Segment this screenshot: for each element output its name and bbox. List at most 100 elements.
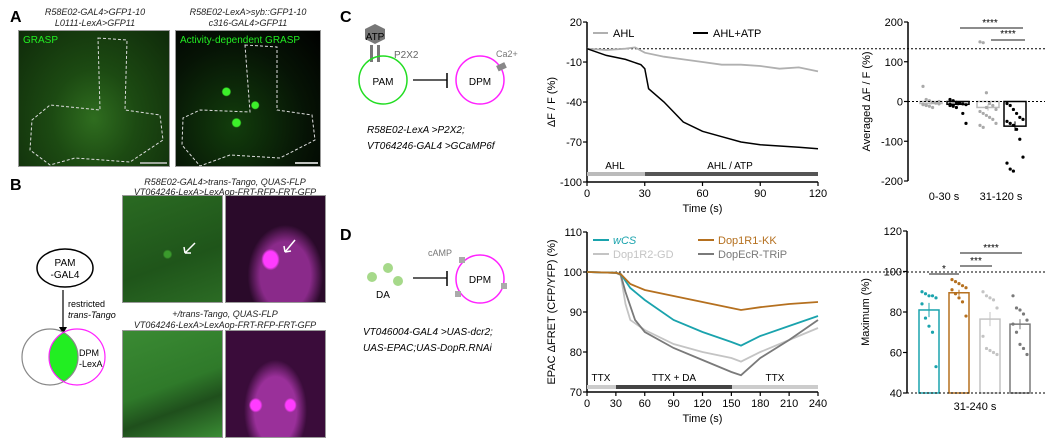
c-line-x-tick-label: 30	[639, 188, 651, 200]
d-line-y-tick-label: 90	[570, 307, 582, 319]
legend-Dop1R2-GD: Dop1R2-GD	[613, 249, 674, 261]
data-point	[981, 111, 985, 116]
c-line-x-axis-label: Time (s)	[683, 203, 723, 215]
channel-icon	[496, 62, 507, 72]
dpm-label: DPM	[79, 348, 99, 358]
data-point	[951, 103, 955, 107]
data-point	[1018, 308, 1022, 312]
d-line-x-tick-label: 0	[584, 398, 590, 410]
data-point	[988, 296, 992, 300]
arrow-icon	[183, 242, 196, 254]
data-point	[961, 111, 965, 116]
data-point	[1011, 294, 1015, 298]
d-line-y-tick-label: 70	[570, 387, 582, 399]
data-point	[961, 102, 965, 106]
data-point	[953, 280, 958, 284]
data-point	[934, 296, 938, 300]
data-point	[1015, 111, 1019, 116]
c-line-x-tick-label: 60	[696, 188, 708, 200]
d-bar-y-tick-label: 100	[884, 267, 902, 279]
data-point	[948, 97, 952, 102]
dpm-label-2: -LexA	[79, 359, 103, 369]
b-top-title-2: VT064246-LexA>LexAop-FRT-RFP-FRT-GFP	[134, 187, 316, 197]
data-point	[981, 41, 985, 45]
arrow-icon	[283, 239, 296, 253]
data-point	[978, 123, 982, 127]
data-point	[927, 324, 931, 328]
series-ahl	[586, 46, 819, 73]
venn-overlap	[49, 329, 78, 385]
data-point	[1005, 161, 1009, 165]
panel-label-a: A	[10, 9, 22, 26]
d-bar-y-axis-label: Maximum (%)	[860, 278, 872, 346]
venn-dpm-circle	[48, 328, 106, 386]
data-point	[1018, 115, 1022, 119]
data-point	[984, 113, 989, 118]
legend-ahl: AHL	[613, 28, 634, 40]
data-point	[964, 314, 968, 318]
data-point	[1014, 330, 1019, 334]
data-point	[1008, 167, 1012, 171]
panel-label-c: C	[340, 9, 352, 26]
data-point	[978, 40, 982, 44]
data-point	[964, 121, 968, 125]
data-point	[991, 103, 995, 108]
data-point	[1014, 306, 1019, 310]
data-point	[1025, 318, 1029, 322]
arrow-label-1: restricted	[68, 299, 105, 309]
receptor-icon	[501, 283, 507, 289]
legend-Dop1R1-KK: Dop1R1-KK	[718, 235, 777, 247]
bar-Dop1R1-KK	[948, 292, 970, 394]
venn-pam-circle	[21, 328, 79, 386]
series-Dop1R1-KK	[586, 271, 819, 311]
data-point	[1005, 101, 1009, 106]
d-line-x-tick-label: 120	[693, 398, 711, 410]
c-bar-y-tick-label: 0	[897, 97, 903, 109]
data-point	[984, 294, 989, 298]
data-point	[981, 290, 985, 294]
legend-DopEcR-TRiP: DopEcR-TRiP	[718, 249, 787, 261]
sig-label: *	[942, 264, 946, 275]
data-point	[924, 97, 928, 102]
micrograph-b-top-magenta	[225, 195, 326, 303]
da-dot-icon	[393, 276, 403, 286]
data-point	[984, 346, 989, 351]
d-line-x-axis-label: Time (s)	[683, 413, 723, 425]
receptor-icon	[455, 291, 461, 297]
arrow-label-2: trans-Tango	[68, 310, 116, 320]
micrograph-b-bottom-green	[122, 330, 223, 438]
d-bar-y-tick-label: 120	[884, 226, 902, 238]
data-point	[1008, 121, 1012, 125]
d-bar-y-tick-label: 80	[890, 307, 902, 319]
data-point	[994, 121, 998, 125]
arrow-head-icon	[59, 327, 67, 334]
pam-label-2: -GAL4	[51, 270, 80, 281]
data-point	[920, 302, 924, 306]
data-point	[927, 294, 931, 298]
pam-label: PAM	[55, 258, 76, 269]
data-point	[964, 103, 968, 107]
receptor-icon	[459, 257, 465, 263]
c-genotype-1: R58E02-LexA >P2X2;	[367, 125, 465, 136]
data-point	[960, 284, 965, 288]
data-point	[937, 99, 941, 104]
series-ahl-atp	[586, 47, 819, 150]
data-point	[924, 103, 928, 107]
a-right-label: Activity-dependent GRASP	[180, 35, 300, 46]
d-line-x-tick-label: 30	[610, 398, 622, 410]
c-bar-y-tick-label: 100	[885, 57, 903, 69]
data-point	[1021, 346, 1026, 351]
data-point	[1011, 322, 1015, 326]
c-bar-y-tick-label: -100	[881, 136, 903, 148]
data-point	[1008, 103, 1012, 108]
data-point	[927, 104, 932, 108]
data-point	[1015, 127, 1019, 131]
data-point	[950, 288, 954, 292]
stim-ahl-atp-label: AHL / ATP	[707, 161, 753, 172]
data-point	[994, 107, 998, 112]
micrograph-grasp	[18, 30, 170, 167]
sig-label: ****	[983, 243, 999, 254]
data-point	[995, 306, 999, 310]
c-line-y-tick-label: -40	[566, 97, 582, 109]
